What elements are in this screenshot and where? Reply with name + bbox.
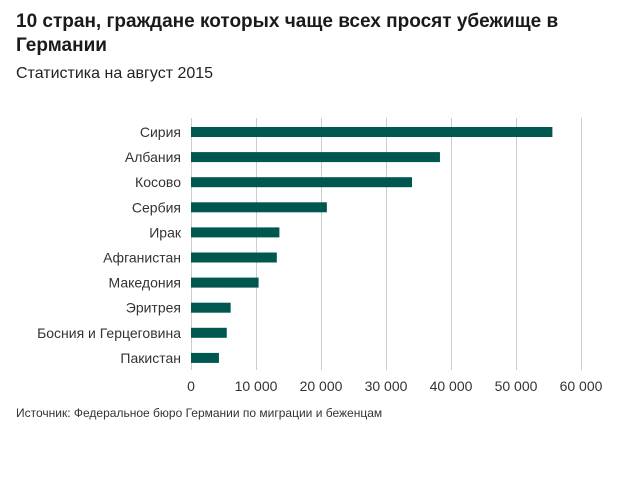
x-tick-label: 10 000 [235, 378, 278, 394]
bar-chart: Сирия Албания Косово Сербия Ирак Афганистан Ма… [37, 118, 603, 394]
x-tick-labels: 0 10 000 20 000 30 000 40 000 50 000 60 000 [187, 378, 603, 394]
bar [191, 352, 219, 363]
x-tick-label: 40 000 [430, 378, 473, 394]
x-tick-label: 30 000 [365, 378, 408, 394]
bar [191, 327, 227, 338]
bar [191, 227, 280, 238]
bar [191, 152, 440, 163]
bar [191, 302, 231, 313]
x-tick-label: 20 000 [300, 378, 343, 394]
bar [191, 277, 259, 288]
chart-subtitle: Статистика на август 2015 [16, 65, 214, 82]
category-label: Ирак [149, 224, 182, 240]
category-label: Босния и Герцеговина [37, 325, 181, 341]
category-label: Косово [135, 174, 181, 190]
category-label: Македония [109, 275, 181, 291]
x-tick-label: 60 000 [560, 378, 603, 394]
category-label: Албания [125, 149, 181, 165]
category-label: Эритрея [126, 300, 181, 316]
bar [191, 202, 327, 213]
category-label: Сербия [132, 199, 181, 215]
category-labels: Сирия Албания Косово Сербия Ирак Афганистан Ма… [37, 124, 182, 366]
category-label: Пакистан [120, 350, 181, 366]
bar [191, 127, 553, 137]
bars [191, 127, 553, 363]
category-label: Афганистан [103, 250, 181, 266]
chart-title: 10 стран, граждане которых чаще всех про… [16, 11, 559, 56]
x-tick-label: 50 000 [495, 378, 538, 394]
category-label: Сирия [140, 124, 181, 140]
x-tick-label: 0 [187, 378, 195, 394]
bar [191, 177, 412, 188]
bar [191, 252, 277, 263]
source-note: Источник: Федеральное бюро Германии по м… [16, 406, 383, 420]
